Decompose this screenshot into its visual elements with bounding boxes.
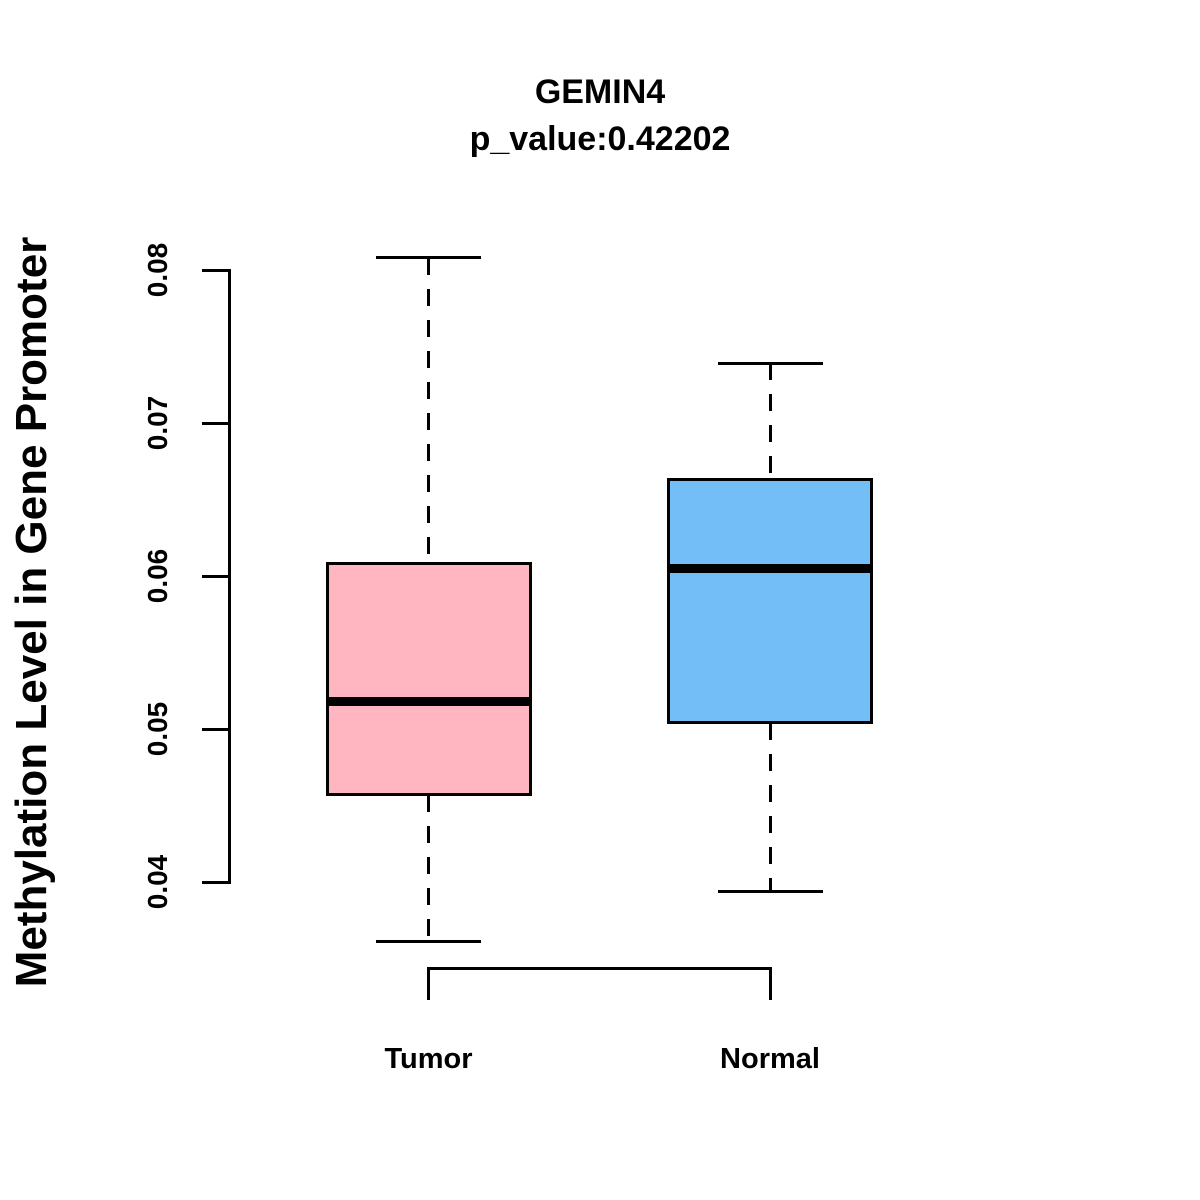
lower-whisker-cap [717, 889, 823, 893]
y-axis-tick [202, 268, 230, 272]
y-tick-label: 0.07 [142, 395, 173, 451]
median-line [667, 563, 873, 573]
y-tick-label: 0.05 [142, 701, 173, 757]
chart-title: GEMIN4 [534, 73, 666, 111]
y-tick-label: 0.08 [142, 242, 173, 298]
lower-whisker-cap [376, 940, 481, 944]
upper-whisker-cap [717, 361, 823, 365]
median-line [325, 696, 532, 706]
y-tick-label: 0.04 [142, 854, 173, 910]
bracket-left-leg [427, 967, 430, 1000]
y-axis-tick [202, 880, 230, 884]
category-label-normal: Normal [720, 1043, 820, 1075]
lower-whisker-line [768, 722, 772, 892]
upper-whisker-line [427, 257, 430, 564]
category-label-tumor: Tumor [384, 1043, 473, 1075]
upper-whisker-line [768, 363, 772, 480]
y-axis-tick [202, 421, 230, 425]
box-tumor [325, 562, 532, 797]
chart-subtitle: p_value:0.42202 [469, 120, 731, 158]
bracket-right-leg [768, 967, 772, 1000]
y-axis-tick [202, 574, 230, 578]
y-axis-tick [202, 727, 230, 731]
bracket-line [427, 967, 772, 970]
lower-whisker-line [427, 794, 430, 942]
y-tick-label: 0.06 [142, 548, 173, 604]
box-normal [667, 478, 873, 725]
upper-whisker-cap [376, 256, 481, 260]
